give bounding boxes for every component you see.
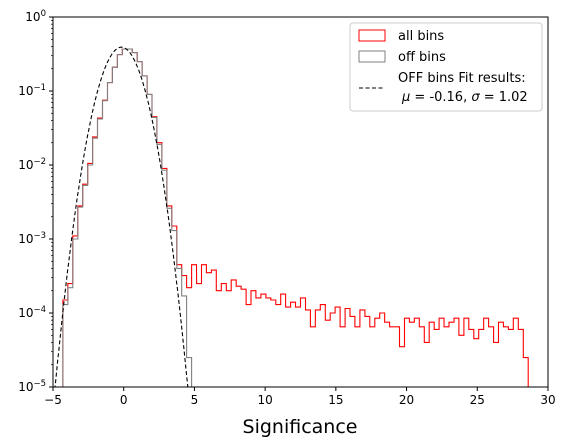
y-tick-label: 100 [25,9,46,24]
y-tick-label: 10−5 [18,379,46,394]
fit-curve [54,46,189,387]
x-tick-label: 20 [399,393,414,407]
y-tick-label: 10−3 [18,231,46,246]
x-axis-label: Significance [243,416,358,438]
x-tick-label: 10 [258,393,273,407]
legend-label-all-bins: all bins [398,29,444,44]
y-tick-label: 10−4 [18,305,46,320]
y-tick-label: 10−1 [18,83,46,98]
legend-label-off-bins: off bins [398,50,446,65]
y-tick-label: 10−2 [18,157,46,172]
off-bins-step-line [57,48,198,387]
legend-swatch-all-bins [358,29,386,42]
x-tick-label: 0 [120,393,128,407]
y-axis-ticks: 10−5 10−4 10−3 10−2 10−1 100 [18,9,53,394]
legend-label-fit-line1: OFF bins Fit results: [398,71,526,86]
legend: all bins off bins OFF bins Fit results: … [349,22,543,112]
series-layer [54,46,534,387]
legend-swatch-off-bins [358,50,386,63]
legend-label-fit-line2: μ = -0.16, σ = 1.02 [401,90,528,105]
x-tick-label: 15 [328,393,343,407]
x-tick-label: 5 [191,393,199,407]
x-tick-label: −5 [44,393,62,407]
x-tick-label: 25 [470,393,485,407]
plot-frame [52,16,549,388]
legend-frame [349,22,543,112]
x-tick-label: 30 [540,393,555,407]
x-axis-ticks: −5 0 5 10 15 20 25 30 [44,387,556,407]
